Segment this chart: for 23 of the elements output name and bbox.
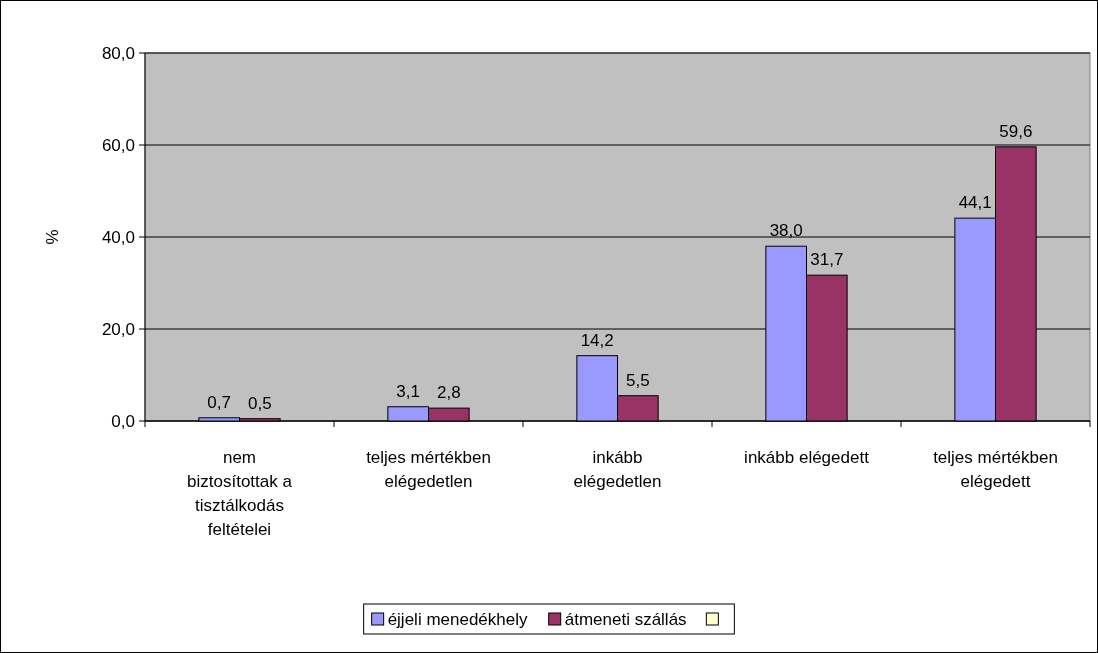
y-tick-label: 40,0 [101,227,135,247]
y-tick-label: 20,0 [101,319,135,339]
y-tick-label: 0,0 [111,411,135,431]
data-label: 31,7 [810,250,844,270]
legend-label: éjjeli menedékhely [387,609,529,629]
legend-label: átmeneti szállás [564,609,687,629]
x-tick-label: teljes mértékben elégedett [933,448,1058,491]
data-label: 5,5 [626,370,650,390]
y-tick-label: 60,0 [101,135,135,155]
y-tick-label: 80,0 [101,43,135,63]
data-label: 2,8 [437,383,461,403]
data-label: 59,6 [999,121,1033,141]
data-label: 14,2 [580,330,614,350]
x-tick-label: inkább elégedetlen [573,448,662,491]
data-label: 0,7 [207,392,231,412]
data-label: 0,5 [248,393,272,413]
x-tick-label: inkább elégedett [744,448,870,467]
x-tick-label: nem biztosítottak a tisztálkodás feltételei [187,448,293,539]
data-label: 44,1 [958,193,992,213]
x-tick-label: teljes mértékben elégedetlen [366,448,491,491]
data-label: 3,1 [396,381,420,401]
data-label: 38,0 [769,221,803,241]
y-axis-title: % [43,229,62,245]
